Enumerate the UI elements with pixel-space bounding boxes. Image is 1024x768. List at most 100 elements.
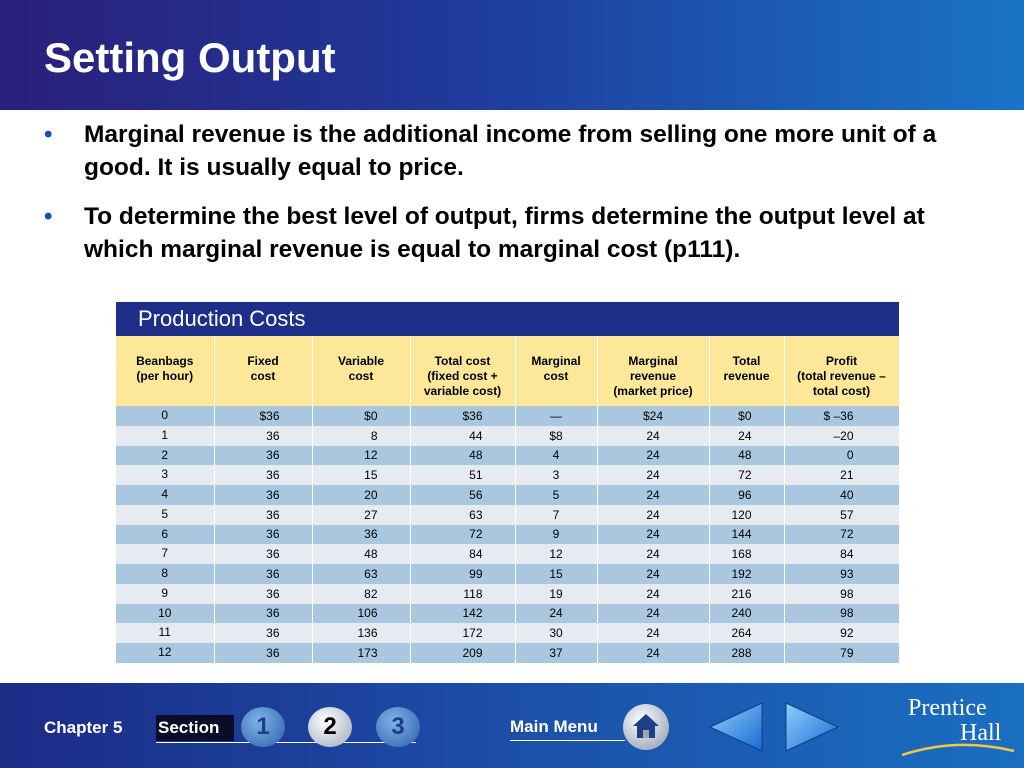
table-cell: 106 <box>312 603 411 624</box>
column-header-line: variable cost) <box>423 384 502 398</box>
table-cell: 0 <box>784 445 900 466</box>
table-cell: 72 <box>410 524 516 545</box>
table-cell: 63 <box>410 504 516 525</box>
column-header-line: cost <box>348 369 374 383</box>
column-header-line: Marginal <box>531 354 581 368</box>
logo-line-1: Prentice <box>908 695 987 721</box>
column-header-line: Beanbags <box>136 354 194 368</box>
bullet-item: • Marginal revenue is the additional inc… <box>44 118 994 184</box>
table-row: 11 36 136 172 30 24 264 92 <box>116 623 900 643</box>
table-cell: 96 <box>709 485 785 505</box>
table-header-row: Beanbags (per hour) Fixed cost Variable cost T… <box>116 336 900 406</box>
column-header: Total cost (fixed cost + variable cost) <box>410 336 516 406</box>
table-cell: 98 <box>784 603 900 624</box>
table-cell: 24 <box>597 504 710 525</box>
table-cell: 24 <box>597 485 710 505</box>
table-row: 6 36 36 72 9 24 144 72 <box>116 524 900 545</box>
table-cell: 5 <box>515 485 598 505</box>
section-2-button[interactable]: 2 <box>308 707 352 747</box>
table-cell: 264 <box>709 623 785 643</box>
table-cell: 24 <box>597 603 710 624</box>
column-header: Beanbags (per hour) <box>116 336 215 406</box>
table-cell: 142 <box>410 603 516 624</box>
table-cell: 48 <box>312 544 411 564</box>
table-cell: 8 <box>116 564 215 584</box>
table-cell: 24 <box>597 445 710 466</box>
table-cell: 24 <box>597 564 710 584</box>
bullet-dot: • <box>44 203 53 230</box>
table-row: 7 36 48 84 12 24 168 84 <box>116 544 900 564</box>
table-cell: 36 <box>214 564 313 584</box>
column-header-line: Total cost <box>434 354 491 368</box>
table-cell: 136 <box>312 623 411 643</box>
section-underline <box>156 742 416 743</box>
table-cell: 173 <box>312 643 411 663</box>
column-header-line: Marginal <box>628 354 678 368</box>
table-cell: 6 <box>116 524 215 545</box>
table-cell: 36 <box>214 623 313 643</box>
home-button[interactable] <box>623 704 669 750</box>
table-cell: 288 <box>709 643 785 663</box>
column-header-line: cost <box>543 369 569 383</box>
table-cell: 209 <box>410 643 516 663</box>
table-cell: 118 <box>410 583 516 604</box>
table-cell: 4 <box>515 445 598 466</box>
arrow-right-icon <box>785 702 840 752</box>
bullet-text: To determine the best level of output, f… <box>84 203 925 263</box>
data-table: Beanbags (per hour) Fixed cost Variable cost T… <box>116 336 900 663</box>
section-3-button[interactable]: 3 <box>376 707 420 747</box>
table-cell: 24 <box>597 465 710 485</box>
main-menu-underline <box>510 740 625 741</box>
previous-button[interactable] <box>706 699 766 755</box>
table-cell: 36 <box>214 504 313 525</box>
column-header: Fixed cost <box>214 336 313 406</box>
table-cell: 72 <box>709 465 785 485</box>
next-button[interactable] <box>782 699 842 755</box>
table-cell: 168 <box>709 544 785 564</box>
table-cell: $36 <box>214 406 313 426</box>
table-cell: 92 <box>784 623 900 643</box>
table-cell: 36 <box>214 445 313 466</box>
table-cell: 51 <box>410 465 516 485</box>
table-row: 5 36 27 63 7 24 120 57 <box>116 504 900 525</box>
table-cell: 5 <box>116 504 215 525</box>
table-row: 4 36 20 56 5 24 96 40 <box>116 485 900 505</box>
table-cell: 24 <box>709 425 785 446</box>
column-header-line: Total <box>732 354 761 368</box>
logo-swoosh-icon <box>902 743 1015 757</box>
bullet-item: • To determine the best level of output,… <box>44 200 994 266</box>
table-cell: 7 <box>515 504 598 525</box>
table-cell: 24 <box>597 524 710 545</box>
table-cell: 24 <box>597 544 710 564</box>
table-title: Production Costs <box>138 306 306 331</box>
column-header-line: revenue <box>723 369 770 383</box>
main-menu-link[interactable]: Main Menu <box>510 717 598 736</box>
table-cell: 0 <box>116 406 215 426</box>
section-1-button[interactable]: 1 <box>241 707 285 747</box>
table-cell: — <box>515 406 598 426</box>
table-cell: 3 <box>515 465 598 485</box>
table-cell: 172 <box>410 623 516 643</box>
table-cell: 36 <box>214 425 313 446</box>
column-header-line: (total revenue – <box>797 369 886 383</box>
table-cell: 36 <box>214 544 313 564</box>
bullet-text: Marginal revenue is the additional incom… <box>84 121 937 181</box>
table-cell: 57 <box>784 504 900 525</box>
table-row: 2 36 12 48 4 24 48 0 <box>116 445 900 466</box>
table-cell: 63 <box>312 564 411 584</box>
table-cell: 30 <box>515 623 598 643</box>
table-row: 0 $36 $0 $36— $24 $0 $ –36 <box>116 406 900 426</box>
column-header-line: (fixed cost + <box>427 369 498 383</box>
home-icon <box>633 714 659 738</box>
column-header: Marginal cost <box>515 336 598 406</box>
table-cell: 48 <box>709 445 785 466</box>
bullet-dot: • <box>44 121 53 148</box>
table-cell: 93 <box>784 564 900 584</box>
table-cell: 44 <box>410 425 516 446</box>
table-cell: 36 <box>214 465 313 485</box>
table-row: 10 36 106 142 24 24 240 98 <box>116 603 900 624</box>
column-header: Total revenue <box>709 336 785 406</box>
column-header: Variable cost <box>312 336 411 406</box>
table-cell: 36 <box>214 583 313 604</box>
section-label: Section <box>156 715 234 741</box>
